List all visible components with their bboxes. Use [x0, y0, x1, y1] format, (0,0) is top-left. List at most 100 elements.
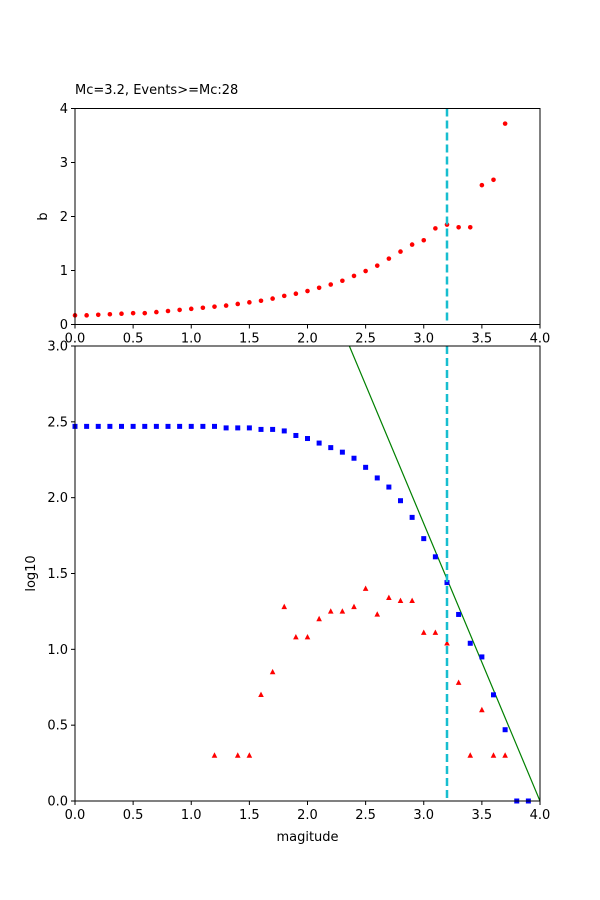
- b-value-point: [95, 312, 101, 318]
- fm-series: [72, 346, 540, 804]
- noncumulative-count-point: [362, 585, 369, 591]
- cumulative-count-point: [305, 436, 310, 442]
- b-value-point: [200, 305, 206, 311]
- b-value-point: [293, 291, 299, 297]
- b-value-point: [328, 282, 334, 287]
- b-y-tick-label: 1: [60, 264, 68, 279]
- fm-x-tick-label: 1.0: [181, 808, 202, 823]
- b-value-point: [235, 301, 241, 307]
- chart-title: Mc=3.2, Events>=Mc:28: [75, 83, 238, 98]
- cumulative-count-point: [177, 423, 183, 429]
- cumulative-count-point: [119, 423, 124, 429]
- cumulative-count-point: [235, 425, 241, 431]
- noncumulative-count-point: [490, 752, 497, 758]
- b-plot-area: [75, 108, 540, 325]
- fm-y-tick-label: 2.5: [47, 415, 68, 430]
- b-y-axis-label: b: [36, 212, 51, 220]
- noncumulative-count-point: [467, 752, 474, 758]
- b-value-point: [119, 311, 124, 317]
- b-x-tick-label: 4.0: [530, 332, 551, 347]
- b-value-point: [305, 288, 310, 294]
- fm-x-axis-label: magitude: [276, 830, 338, 845]
- cumulative-count-point: [444, 580, 450, 586]
- b-y-tick-label: 4: [60, 102, 68, 117]
- b-value-point: [130, 310, 136, 316]
- cumulative-count-point: [142, 423, 148, 429]
- cumulative-count-point: [293, 432, 299, 438]
- fm-y-tick-label: 0.5: [47, 719, 68, 734]
- noncumulative-count-point: [386, 594, 392, 600]
- b-x-tick-label: 0.0: [65, 332, 86, 347]
- b-value-point: [386, 256, 392, 261]
- b-value-point: [502, 121, 508, 126]
- fm-y-tick-label: 2.0: [47, 491, 68, 506]
- fm-x-tick-label: 4.0: [530, 808, 551, 823]
- noncumulative-count-point: [351, 603, 357, 610]
- cumulative-count-point: [84, 423, 90, 429]
- noncumulative-count-point: [246, 752, 253, 758]
- fm-y-ticks: 0.0 0.5 1.0 1.5 2.0 2.5 3.0: [47, 340, 75, 810]
- b-value-point: [351, 273, 357, 279]
- b-x-tick-label: 1.5: [239, 332, 260, 347]
- b-y-tick-label: 0: [60, 318, 68, 333]
- b-value-point: [491, 177, 496, 183]
- b-value-point: [165, 308, 171, 314]
- cumulative-count-point: [467, 640, 473, 646]
- cumulative-count-point: [479, 654, 485, 660]
- cumulative-count-point: [374, 475, 380, 481]
- noncumulative-count-point: [293, 634, 299, 640]
- b-value-point: [270, 296, 275, 301]
- fm-y-tick-label: 1.5: [47, 567, 68, 582]
- noncumulative-count-point: [339, 608, 346, 614]
- b-x-tick-label: 0.5: [123, 332, 144, 347]
- b-x-tick-label: 1.0: [181, 332, 202, 347]
- b-value-point: [479, 182, 485, 188]
- cumulative-count-point: [456, 611, 462, 617]
- b-value-point: [107, 311, 113, 317]
- noncumulative-count-point: [269, 668, 276, 675]
- b-value-point: [188, 306, 194, 312]
- b-value-point: [409, 242, 415, 247]
- b-value-point: [456, 225, 461, 230]
- b-y-tick-label: 3: [60, 156, 68, 171]
- fit-line: [348, 346, 540, 801]
- cumulative-count-point: [386, 484, 392, 490]
- noncumulative-count-point: [432, 629, 439, 635]
- cumulative-count-point: [246, 425, 252, 431]
- cumulative-count-point: [316, 440, 322, 446]
- cumulative-count-point: [165, 423, 171, 429]
- cumulative-count-point: [95, 423, 101, 429]
- fm-y-tick-label: 1.0: [47, 643, 68, 658]
- b-y-ticks: 0 1 2 3 4: [60, 102, 75, 333]
- b-value-point: [258, 298, 264, 304]
- frequency-magnitude-panel: 0.0 0.5 1.0 1.5 2.0 2.5 3.0 3.5 4.0 0.0 0.5 1.0 1.5…: [24, 340, 550, 846]
- fm-plot-area: [75, 346, 540, 801]
- fm-x-tick-label: 3.0: [413, 808, 434, 823]
- noncumulative-count-point: [409, 597, 415, 603]
- b-x-ticks: 0.0 0.5 1.0 1.5 2.0 2.5 3.0 3.5 4.0: [65, 324, 551, 347]
- b-value-point: [467, 225, 473, 230]
- fm-x-tick-label: 0.5: [123, 808, 144, 823]
- b-value-point: [433, 226, 438, 231]
- fm-x-ticks: 0.0 0.5 1.0 1.5 2.0 2.5 3.0 3.5 4.0: [65, 801, 551, 823]
- cumulative-count-point: [502, 727, 508, 733]
- cumulative-count-point: [270, 426, 276, 432]
- b-value-point: [281, 293, 287, 299]
- noncumulative-count-point: [304, 634, 311, 640]
- b-value-point: [212, 304, 217, 309]
- cumulative-count-point: [223, 425, 229, 431]
- b-y-tick-label: 2: [60, 210, 68, 225]
- noncumulative-count-point: [281, 603, 288, 610]
- cumulative-count-point: [281, 428, 287, 434]
- noncumulative-count-point: [374, 611, 381, 617]
- noncumulative-count-point: [316, 615, 322, 622]
- noncumulative-count-point: [444, 640, 450, 646]
- b-value-point: [374, 263, 380, 268]
- cumulative-count-point: [491, 692, 496, 698]
- noncumulative-count-point: [502, 752, 508, 758]
- fm-x-tick-label: 3.5: [472, 808, 493, 823]
- noncumulative-count-point: [455, 679, 462, 685]
- fm-x-tick-label: 2.0: [297, 808, 318, 823]
- cumulative-count-point: [130, 423, 136, 429]
